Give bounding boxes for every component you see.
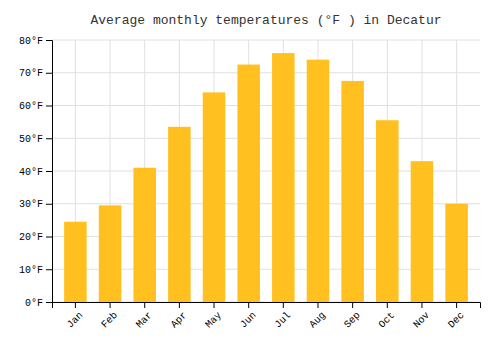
x-tick-label: Sep	[342, 310, 363, 331]
y-grid-line	[52, 72, 480, 73]
y-tick-mark	[46, 237, 52, 238]
y-tick-label: 50°F	[19, 134, 43, 145]
x-tick-label: Aug	[307, 310, 328, 331]
y-tick: 80°F	[19, 36, 52, 47]
bar	[307, 60, 330, 302]
y-tick-mark	[46, 138, 52, 139]
y-tick-mark	[46, 73, 52, 74]
y-tick-mark	[46, 40, 52, 41]
x-axis-line	[53, 303, 481, 309]
x-tick-label: Mar	[134, 310, 155, 331]
bar	[64, 222, 87, 302]
x-tick-mark	[214, 302, 215, 308]
x-tick-label: Nov	[411, 310, 432, 331]
y-tick-label: 30°F	[19, 199, 43, 210]
x-tick: Jul	[273, 302, 294, 330]
bar	[411, 161, 434, 302]
y-tick-mark	[46, 106, 52, 107]
y-tick-label: 0°F	[25, 298, 43, 309]
y-tick-label: 70°F	[19, 68, 43, 79]
chart-container: Jan Feb Mar Apr May Jun Jul Aug Sep Oct Nov Dec 0°F 1…	[0, 0, 500, 350]
x-tick: Feb	[99, 302, 120, 330]
x-tick-label: Dec	[446, 310, 467, 331]
x-tick: Aug	[307, 302, 328, 330]
x-tick-label: Jun	[238, 310, 259, 331]
x-tick-label: Apr	[169, 310, 190, 331]
grid	[52, 40, 480, 302]
y-tick-label: 10°F	[19, 265, 43, 276]
bars	[64, 53, 468, 302]
x-tick: Apr	[169, 302, 190, 330]
x-tick: Sep	[342, 302, 363, 330]
chart-title: Average monthly temperatures (°F ) in De…	[90, 13, 441, 28]
bar	[99, 205, 122, 302]
y-grid-line	[52, 105, 480, 106]
y-tick-mark	[46, 171, 52, 172]
bar	[168, 127, 191, 302]
x-tick: Jan	[65, 302, 86, 330]
x-tick: Nov	[411, 302, 432, 330]
y-tick-label: 60°F	[19, 101, 43, 112]
x-axis: Jan Feb Mar Apr May Jun Jul Aug Sep Oct Nov Dec	[53, 302, 481, 330]
chart-svg: Jan Feb Mar Apr May Jun Jul Aug Sep Oct Nov Dec 0°F 1…	[0, 0, 500, 350]
x-tick-mark	[352, 302, 353, 308]
x-tick-label: Feb	[99, 310, 120, 331]
x-tick-mark	[317, 302, 318, 308]
y-tick: 50°F	[19, 134, 52, 145]
x-tick-label: Jul	[273, 310, 294, 331]
y-axis-line	[46, 41, 53, 303]
x-tick-mark	[456, 302, 457, 308]
bar	[133, 168, 156, 302]
y-tick-mark	[46, 204, 52, 205]
bar	[341, 81, 364, 302]
bar	[272, 53, 295, 302]
y-tick: 20°F	[19, 232, 52, 243]
x-tick-label: Jan	[65, 310, 86, 331]
x-tick-mark	[248, 302, 249, 308]
y-grid-line	[52, 138, 480, 139]
y-tick: 60°F	[19, 101, 52, 112]
x-tick-mark	[110, 302, 111, 308]
x-tick: Dec	[446, 302, 467, 330]
bar	[445, 204, 468, 302]
y-tick: 10°F	[19, 265, 52, 276]
bar	[237, 65, 260, 302]
y-tick-label: 80°F	[19, 36, 43, 47]
y-tick: 30°F	[19, 199, 52, 210]
x-tick-mark	[387, 302, 388, 308]
y-tick-mark	[46, 302, 52, 303]
y-tick: 40°F	[19, 167, 52, 178]
x-tick-mark	[179, 302, 180, 308]
y-tick: 0°F	[25, 298, 52, 309]
y-tick: 70°F	[19, 68, 52, 79]
x-tick-mark	[75, 302, 76, 308]
y-grid-line	[52, 40, 480, 41]
y-tick-mark	[46, 269, 52, 270]
x-tick: May	[203, 302, 224, 330]
x-tick-mark	[421, 302, 422, 308]
bar	[376, 120, 399, 302]
y-tick-label: 40°F	[19, 167, 43, 178]
bar	[203, 92, 226, 302]
x-tick-label: May	[203, 310, 224, 331]
x-tick: Mar	[134, 302, 155, 330]
y-axis: 0°F 10°F 20°F 30°F 40°F 50°F 60°F 70°F 80°F	[19, 36, 53, 309]
x-tick-mark	[283, 302, 284, 308]
x-tick-mark	[144, 302, 145, 308]
x-tick-label: Oct	[377, 310, 398, 331]
x-tick: Jun	[238, 302, 259, 330]
plot-area: Jan Feb Mar Apr May Jun Jul Aug Sep Oct Nov Dec 0°F 1…	[19, 36, 481, 331]
y-tick-label: 20°F	[19, 232, 43, 243]
x-tick: Oct	[377, 302, 398, 330]
